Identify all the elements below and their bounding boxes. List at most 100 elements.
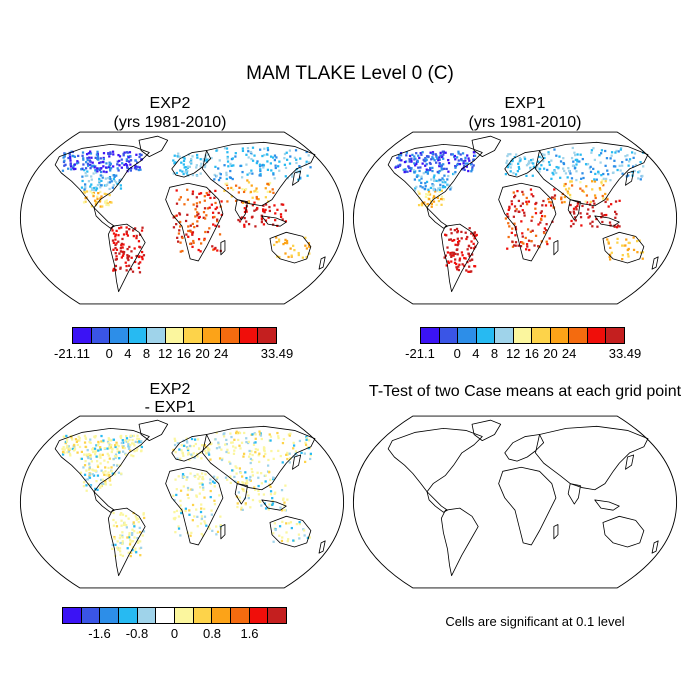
map-cell xyxy=(286,158,289,161)
cb2-swatch xyxy=(421,328,440,343)
map-cell xyxy=(471,168,474,171)
map-cell xyxy=(422,158,425,161)
map-cell xyxy=(593,194,597,197)
cb3-label: -1.6 xyxy=(88,626,111,641)
map-cell xyxy=(86,156,89,160)
map-cell xyxy=(506,247,509,250)
map-cell xyxy=(467,157,470,160)
map-cell xyxy=(440,195,444,198)
map-cell xyxy=(76,160,79,163)
map-cell xyxy=(109,483,112,486)
map-cell xyxy=(275,236,278,239)
map-cell xyxy=(514,241,518,244)
map-cell xyxy=(287,522,291,525)
map-cell xyxy=(258,165,262,168)
map-cell xyxy=(621,161,624,164)
map-cell xyxy=(174,478,177,481)
map-cell xyxy=(121,162,124,165)
map-cell xyxy=(414,157,417,160)
map-cell xyxy=(232,188,235,191)
map-cell xyxy=(624,244,627,247)
map-cell xyxy=(230,195,233,198)
map-cell xyxy=(127,258,130,262)
map-cell xyxy=(513,244,516,247)
map-cell xyxy=(417,174,420,177)
map-cell xyxy=(174,531,177,534)
map-cell xyxy=(618,164,621,167)
map-cell xyxy=(575,208,578,211)
map-cell xyxy=(85,489,88,492)
map-cell xyxy=(212,223,215,226)
map-cell xyxy=(585,201,589,204)
cb2-label: 4 xyxy=(472,346,480,361)
map-cell xyxy=(458,162,462,166)
map-cell xyxy=(441,177,444,180)
map-cell xyxy=(266,146,269,150)
map-cell xyxy=(410,157,413,160)
map-cell xyxy=(92,164,95,167)
map-cell xyxy=(466,235,469,239)
cb3-label: 0.8 xyxy=(202,626,222,641)
map-cell xyxy=(142,513,145,516)
map-cell xyxy=(91,161,94,164)
map-cell xyxy=(421,186,424,189)
map-cell xyxy=(272,532,275,535)
map-cell xyxy=(634,163,638,167)
map-cell xyxy=(100,434,103,438)
map-cell xyxy=(134,440,137,443)
map-cell xyxy=(141,257,144,261)
map-cell xyxy=(116,163,119,166)
map-cell xyxy=(100,195,103,198)
cb1-swatch xyxy=(147,328,166,343)
map-cell xyxy=(608,258,612,261)
map-cell xyxy=(604,149,607,153)
map-cell xyxy=(254,433,257,436)
map-cell xyxy=(107,466,110,470)
map-cell xyxy=(205,214,208,217)
map-cell xyxy=(247,150,250,153)
map-cell xyxy=(67,167,70,170)
map-cell xyxy=(96,474,100,477)
map-cell xyxy=(82,481,86,484)
map-cell xyxy=(251,196,254,199)
map-cell xyxy=(207,193,211,196)
map-cell xyxy=(585,185,588,188)
map-cell xyxy=(603,214,606,217)
map-cell xyxy=(110,201,113,204)
map-cell xyxy=(124,514,128,518)
map-cell xyxy=(241,188,244,191)
map-cell xyxy=(242,190,246,194)
map-cell xyxy=(84,185,87,189)
map-cell xyxy=(128,151,132,154)
map-cell xyxy=(249,506,252,509)
map-cell xyxy=(200,457,203,460)
map-cell xyxy=(226,478,229,481)
map-cell xyxy=(200,242,203,245)
map-cell xyxy=(259,169,262,173)
map-cell xyxy=(288,162,292,165)
map-cell xyxy=(75,162,79,165)
map-cell xyxy=(190,437,194,441)
map-cell xyxy=(118,252,121,255)
map-cell xyxy=(571,146,574,150)
map-cell xyxy=(415,185,418,189)
map-cell xyxy=(578,160,581,163)
map-cell xyxy=(208,527,211,530)
map-cell xyxy=(425,155,429,158)
map-cell xyxy=(550,177,553,180)
map-cell xyxy=(278,534,281,537)
map-cell xyxy=(288,434,291,437)
map-cell xyxy=(199,172,202,175)
map-cell xyxy=(552,173,555,176)
map-cell xyxy=(309,454,312,457)
map-cell xyxy=(309,457,312,461)
map-cell xyxy=(431,183,434,186)
map-cell xyxy=(616,237,619,240)
map-cell xyxy=(304,460,307,464)
map-cell xyxy=(87,180,91,183)
map-cell xyxy=(273,492,276,495)
map-cell xyxy=(85,484,88,487)
map-cell xyxy=(194,215,197,218)
map-cell xyxy=(530,219,533,222)
map-cell xyxy=(99,486,102,489)
